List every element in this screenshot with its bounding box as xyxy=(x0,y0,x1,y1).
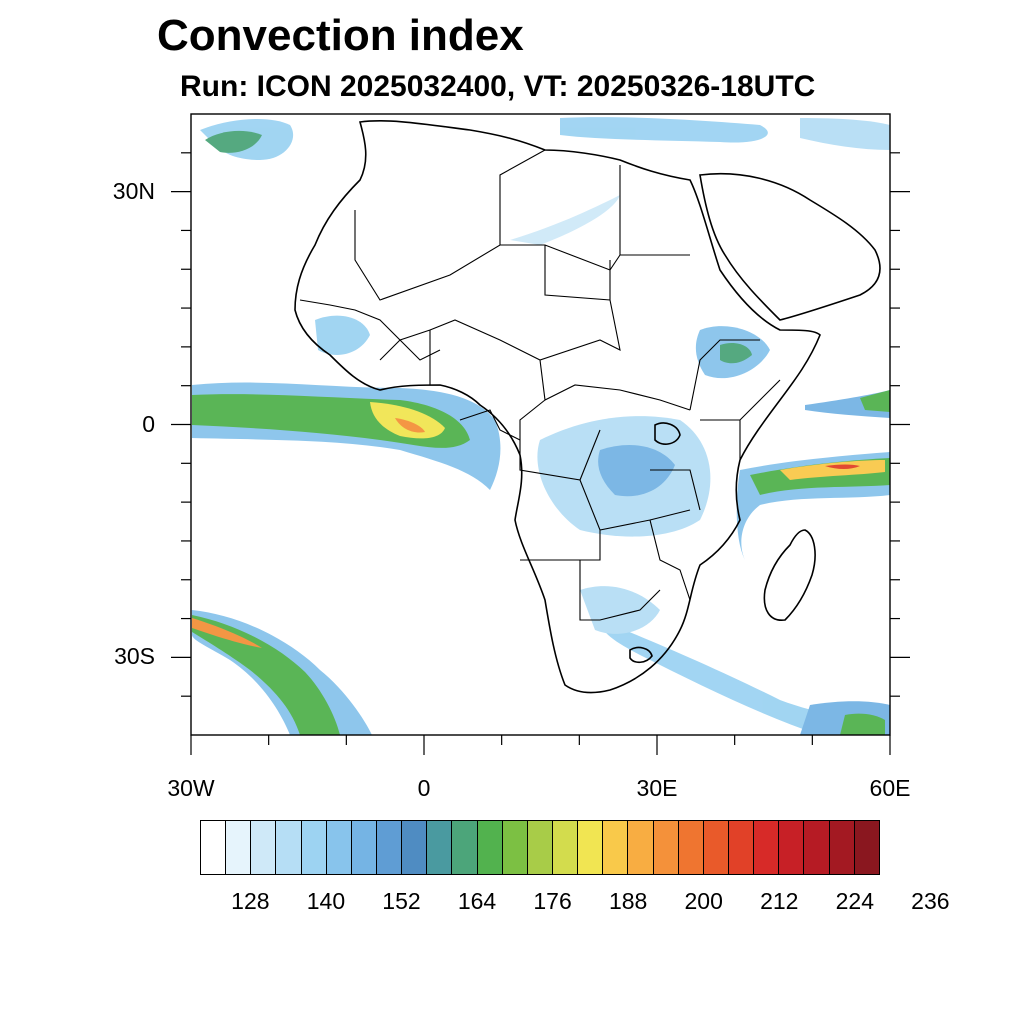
field-mediterranean xyxy=(560,117,768,143)
lon-tick-label: 60E xyxy=(869,775,911,801)
field-se-corner-core xyxy=(840,713,885,735)
colorbar-swatch xyxy=(477,821,503,874)
colorbar-swatch xyxy=(578,821,604,874)
colorbar-swatch xyxy=(351,821,377,874)
map-title: Convection index xyxy=(157,11,524,60)
colorbar-label: 236 xyxy=(911,888,950,914)
field-sahara-streak xyxy=(510,195,620,245)
colorbar-swatch xyxy=(427,821,453,874)
colorbar-swatch xyxy=(678,821,704,874)
colorbar-swatch xyxy=(301,821,327,874)
colorbar-swatch xyxy=(779,821,805,874)
field-north-atlantic-core xyxy=(205,130,262,153)
colorbar-swatch xyxy=(804,821,830,874)
colorbar-label: 140 xyxy=(306,888,346,914)
field-southern-africa xyxy=(580,586,660,634)
colorbar-swatch xyxy=(552,821,579,874)
field-indian-ocean-peak xyxy=(780,460,885,480)
field-arabian-sea-core xyxy=(860,390,890,412)
colorbar-label: 164 xyxy=(457,888,497,914)
colorbar-swatch xyxy=(376,821,403,874)
colorbar xyxy=(200,820,880,875)
colorbar-swatch xyxy=(703,821,729,874)
lat-tick-label: 0 xyxy=(142,410,155,437)
colorbar-swatch xyxy=(653,821,679,874)
country-borders xyxy=(299,149,781,621)
africa-coastline xyxy=(294,120,821,694)
arabian-peninsula xyxy=(699,172,881,321)
axis-ticks xyxy=(171,152,910,755)
convection-field-layer xyxy=(192,117,890,735)
lat-tick-label: 30N xyxy=(112,177,155,204)
colorbar-label: 152 xyxy=(382,888,421,914)
colorbar-swatch xyxy=(326,821,352,874)
colorbar-swatch xyxy=(502,821,528,874)
colorbar-swatch xyxy=(628,821,654,874)
colorbar-swatch xyxy=(201,821,227,874)
map-subtitle: Run: ICON 2025032400, VT: 20250326-18UTC xyxy=(180,70,816,103)
field-itcz-atlantic-peak xyxy=(370,402,445,439)
colorbar-swatch xyxy=(854,821,879,874)
colorbar-swatch xyxy=(452,821,478,874)
colorbar-label: 188 xyxy=(608,888,648,914)
colorbar-label: 224 xyxy=(835,888,874,914)
field-indian-ocean-max xyxy=(825,464,860,469)
field-itcz-atlantic-max xyxy=(395,418,425,433)
colorbar-swatch xyxy=(603,821,629,874)
lon-tick-label: 0 xyxy=(417,775,431,801)
lat-tick-label: 30S xyxy=(114,643,155,670)
field-ethiopia-core xyxy=(720,343,752,364)
lesotho-outline xyxy=(629,646,653,664)
coastline-and-borders xyxy=(294,120,881,694)
colorbar-label: 212 xyxy=(760,888,799,914)
lon-tick-label: 30W xyxy=(167,775,215,801)
colorbar-label: 176 xyxy=(533,888,572,914)
field-sw-atlantic-peak xyxy=(192,618,262,648)
colorbar-swatch xyxy=(251,821,277,874)
madagascar-outline xyxy=(763,529,816,621)
colorbar-swatch xyxy=(527,821,553,874)
colorbar-swatch xyxy=(829,821,855,874)
field-central-africa-core xyxy=(598,445,675,497)
field-west-africa xyxy=(315,315,370,355)
field-ne-corner xyxy=(800,118,890,150)
colorbar-swatch xyxy=(402,821,428,874)
lon-tick-label: 30E xyxy=(636,775,678,801)
colorbar-label: 200 xyxy=(684,888,723,914)
colorbar-label: 128 xyxy=(231,888,270,914)
colorbar-swatch xyxy=(226,821,252,874)
lake-victoria xyxy=(654,422,681,445)
colorbar-swatch xyxy=(728,821,755,874)
colorbar-swatch xyxy=(754,821,780,874)
colorbar-swatch xyxy=(276,821,302,874)
field-sw-atlantic-core xyxy=(192,615,340,735)
